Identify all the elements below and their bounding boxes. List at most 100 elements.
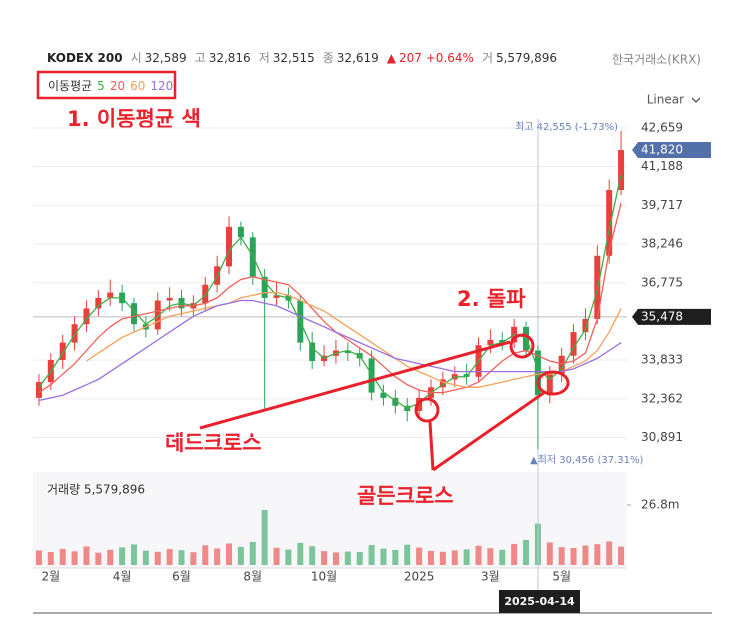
candle-body (59, 342, 66, 360)
candle-body (570, 332, 577, 356)
candle-body (487, 339, 494, 346)
x-tick-label: 4월 (113, 570, 132, 584)
quote-label: ▲ (387, 51, 397, 65)
volume-bar (618, 546, 625, 565)
quote-value: 32,589 (145, 51, 187, 65)
candle-body (261, 276, 268, 298)
volume-label: 거래량 5,579,896 (47, 483, 145, 497)
legend-entry: 20 (110, 79, 125, 93)
price-tag-label: 41,820 (641, 143, 683, 157)
candle-body (237, 226, 244, 238)
annotation-circle (509, 333, 535, 359)
quote-label: 고 (195, 51, 206, 65)
scale-toggle[interactable]: Linear (647, 93, 684, 107)
volume-bar (416, 547, 423, 565)
legend-title: 이동평균 (48, 79, 92, 93)
candle-body (166, 297, 173, 301)
candle-body (582, 318, 589, 333)
volume-bar (451, 550, 458, 565)
volume-bar (107, 549, 114, 565)
volume-bar (59, 548, 66, 565)
volume-bar (237, 546, 244, 565)
volume-bar (202, 545, 209, 565)
annotation: 데드크로스 (165, 431, 262, 455)
ma-line (86, 291, 622, 388)
volume-bar (499, 549, 506, 565)
quote-value: 32,816 (209, 51, 251, 65)
max-label: 최고 42,555 (-1.73%) (515, 121, 618, 133)
volume-bar (95, 552, 102, 565)
candle-body (35, 382, 42, 398)
title: KODEX 200 (47, 51, 123, 65)
annotation: 2. 돌파 (457, 287, 526, 311)
quote-header: KODEX 200 시 32,589 고 32,816 저 32,515 종 32,619 ▲ 20… (47, 51, 557, 65)
quote-label: 시 (131, 51, 142, 65)
volume-bar (261, 509, 268, 565)
candle-body (71, 324, 78, 343)
candle-body (463, 374, 470, 377)
volume-bar (35, 550, 42, 565)
annotation-shapes (199, 333, 570, 472)
volume-bar (511, 543, 518, 565)
volume-bar (249, 541, 256, 565)
candle-body (107, 292, 114, 298)
candle-body (558, 355, 565, 375)
candle-body (83, 308, 90, 325)
exchange: 한국거래소(KRX) (612, 53, 701, 67)
legend-highlight (36, 70, 177, 100)
candle-body (309, 342, 316, 362)
price-tag (632, 142, 711, 159)
volume-bar (285, 549, 292, 565)
volume-bar (487, 548, 494, 565)
volume-bar (332, 552, 339, 565)
x-tick-label: 8월 (243, 570, 262, 584)
quote-label: 저 (259, 51, 270, 65)
volume-bar (404, 544, 411, 565)
volume-bar (154, 551, 161, 565)
quote-value: 207 +0.64% (399, 51, 474, 65)
y-tick-label: 42,659 (641, 120, 683, 134)
x-tick-label: 2월 (41, 570, 60, 584)
annotation-line (432, 390, 546, 472)
volume-bar (178, 550, 185, 565)
ma-line (38, 174, 622, 410)
candle-body (546, 374, 553, 396)
volume-bar (297, 542, 304, 565)
y-tick-label: 32,362 (641, 391, 683, 405)
x-tick-label: 6월 (172, 570, 191, 584)
annotation: 1. 이동평균 색 (67, 107, 201, 131)
candle-body (154, 300, 161, 330)
x-tick-label: 10월 (311, 570, 337, 584)
annotation: 골든크로스 (357, 484, 454, 508)
volume-bar (83, 546, 90, 565)
volume-bar (142, 550, 149, 565)
quote-value: 32,619 (337, 51, 379, 65)
min-label: ▲최저 30,456 (37.31%) (530, 454, 643, 466)
volume-bar (71, 551, 78, 565)
volume-bar (309, 546, 316, 565)
x-tick-label: 5월 (552, 570, 571, 584)
y-tick-label: 33,833 (641, 353, 683, 367)
candle-body (499, 339, 506, 343)
legend-entry: 5 (97, 79, 105, 93)
y-tick-label: 39,717 (641, 198, 683, 212)
candle-body (344, 350, 351, 354)
volume-bar (606, 541, 613, 565)
candle-body (618, 150, 625, 191)
volume-bar (523, 539, 530, 565)
volume-tick-label: 26.8m (641, 498, 679, 512)
y-tick-label: 41,188 (641, 159, 683, 173)
annotation-circle (414, 397, 440, 423)
annotation-line (199, 340, 511, 430)
quote-label: 종 (323, 51, 334, 65)
quote-label: 거 (482, 51, 493, 65)
volume-bar (570, 547, 577, 565)
chevron[interactable] (691, 97, 701, 103)
ma-line (38, 299, 622, 402)
candle-body (392, 397, 399, 406)
ma-line (38, 203, 622, 394)
volume-bar (166, 549, 173, 565)
volume-bar (439, 551, 446, 565)
x-tick-label: 3월 (481, 570, 500, 584)
